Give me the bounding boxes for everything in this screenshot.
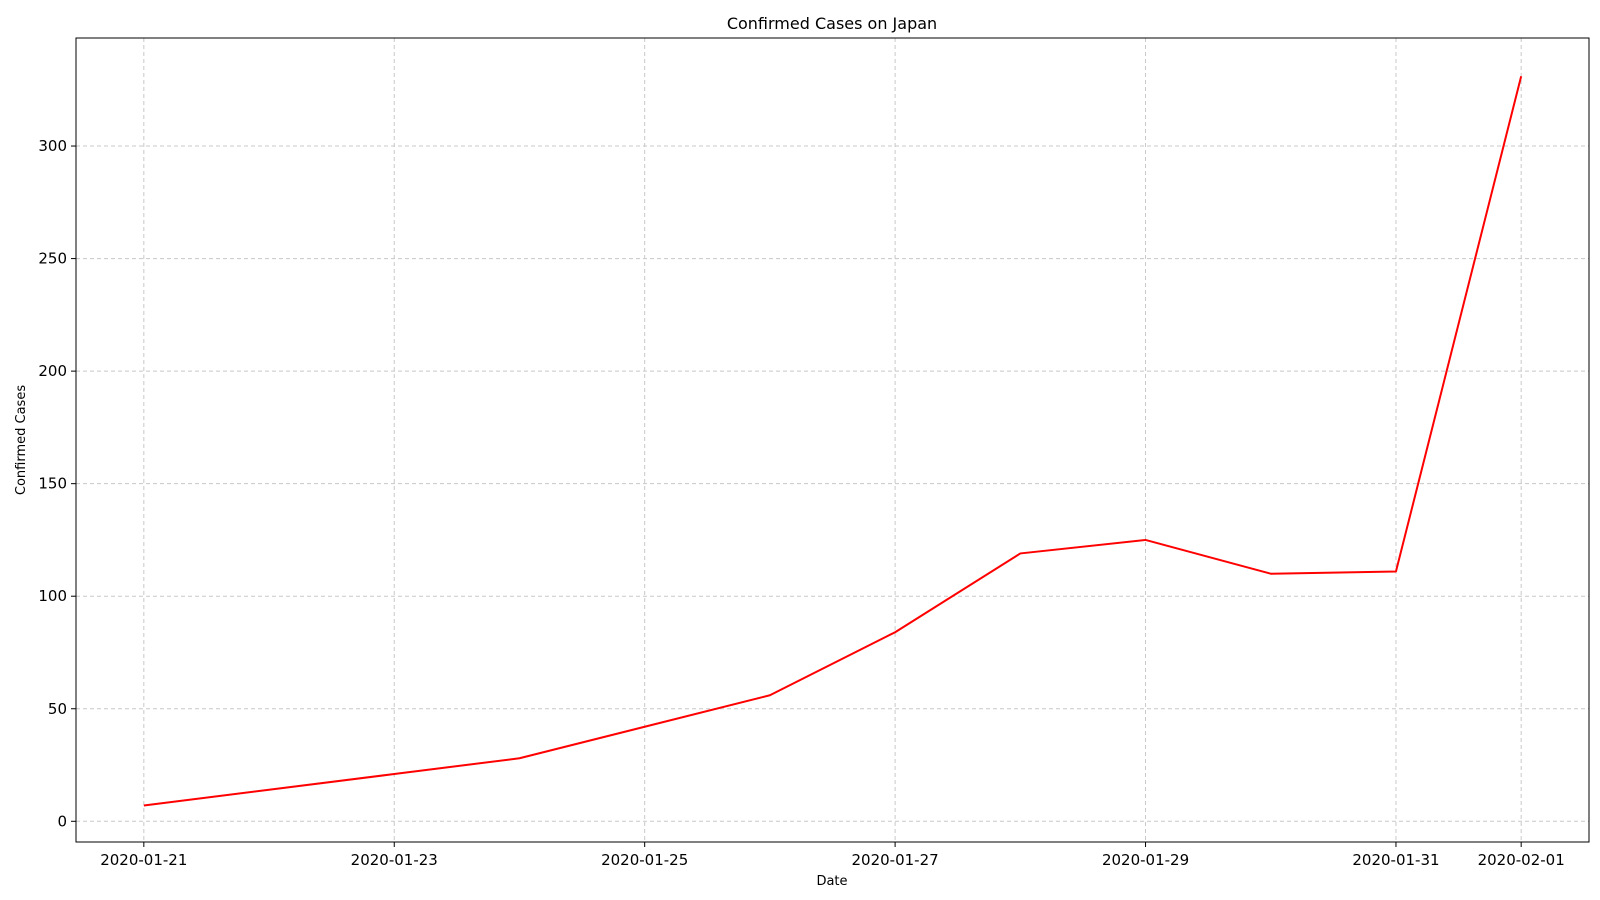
x-tick-label: 2020-02-01 bbox=[1478, 851, 1565, 869]
y-tick-label: 200 bbox=[38, 362, 67, 380]
x-tick-label: 2020-01-23 bbox=[351, 851, 438, 869]
y-tick-label: 50 bbox=[48, 700, 67, 718]
x-tick-label: 2020-01-31 bbox=[1352, 851, 1439, 869]
x-tick-label: 2020-01-21 bbox=[100, 851, 187, 869]
x-tick-label: 2020-01-27 bbox=[852, 851, 939, 869]
y-tick-label: 150 bbox=[38, 475, 67, 493]
y-axis-label: Confirmed Cases bbox=[14, 385, 29, 495]
grid-lines bbox=[76, 38, 1589, 842]
x-axis: 2020-01-21 2020-01-23 2020-01-25 2020-01-27… bbox=[100, 842, 1565, 869]
plot-frame bbox=[75, 37, 1590, 843]
chart-title: Confirmed Cases on Japan bbox=[727, 14, 937, 33]
x-axis-label: Date bbox=[816, 874, 847, 889]
y-tick-label: 100 bbox=[38, 587, 67, 605]
series-group bbox=[143, 76, 1523, 807]
x-tick-label: 2020-01-29 bbox=[1102, 851, 1189, 869]
y-tick-label: 250 bbox=[38, 250, 67, 268]
y-tick-label: 300 bbox=[38, 137, 67, 155]
y-axis: 0 50 100 150 200 250 300 bbox=[38, 137, 76, 830]
series-line bbox=[143, 76, 1523, 807]
y-tick-label: 0 bbox=[57, 812, 67, 830]
x-tick-label: 2020-01-25 bbox=[601, 851, 688, 869]
